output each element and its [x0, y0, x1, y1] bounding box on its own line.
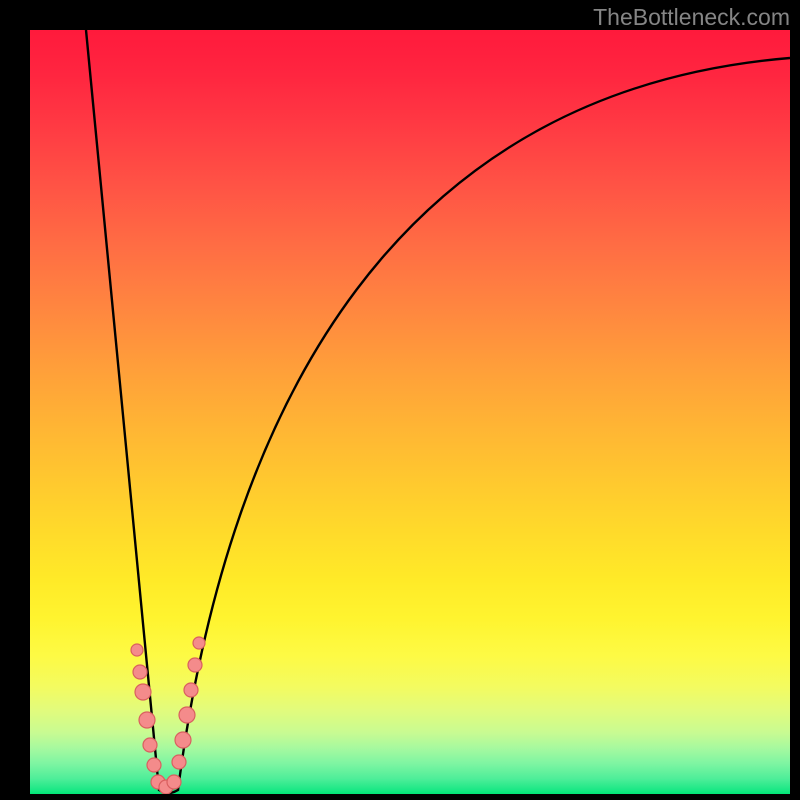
- plot-background: [30, 30, 790, 794]
- data-marker: [143, 738, 157, 752]
- data-marker: [147, 758, 161, 772]
- data-marker: [135, 684, 151, 700]
- data-marker: [139, 712, 155, 728]
- bottleneck-chart: TheBottleneck.com: [0, 0, 800, 800]
- data-marker: [179, 707, 195, 723]
- data-marker: [193, 637, 205, 649]
- data-marker: [167, 775, 181, 789]
- data-marker: [133, 665, 147, 679]
- data-marker: [175, 732, 191, 748]
- data-marker: [184, 683, 198, 697]
- data-marker: [172, 755, 186, 769]
- chart-svg: [0, 0, 800, 800]
- data-marker: [131, 644, 143, 656]
- watermark-text: TheBottleneck.com: [593, 4, 790, 31]
- data-marker: [188, 658, 202, 672]
